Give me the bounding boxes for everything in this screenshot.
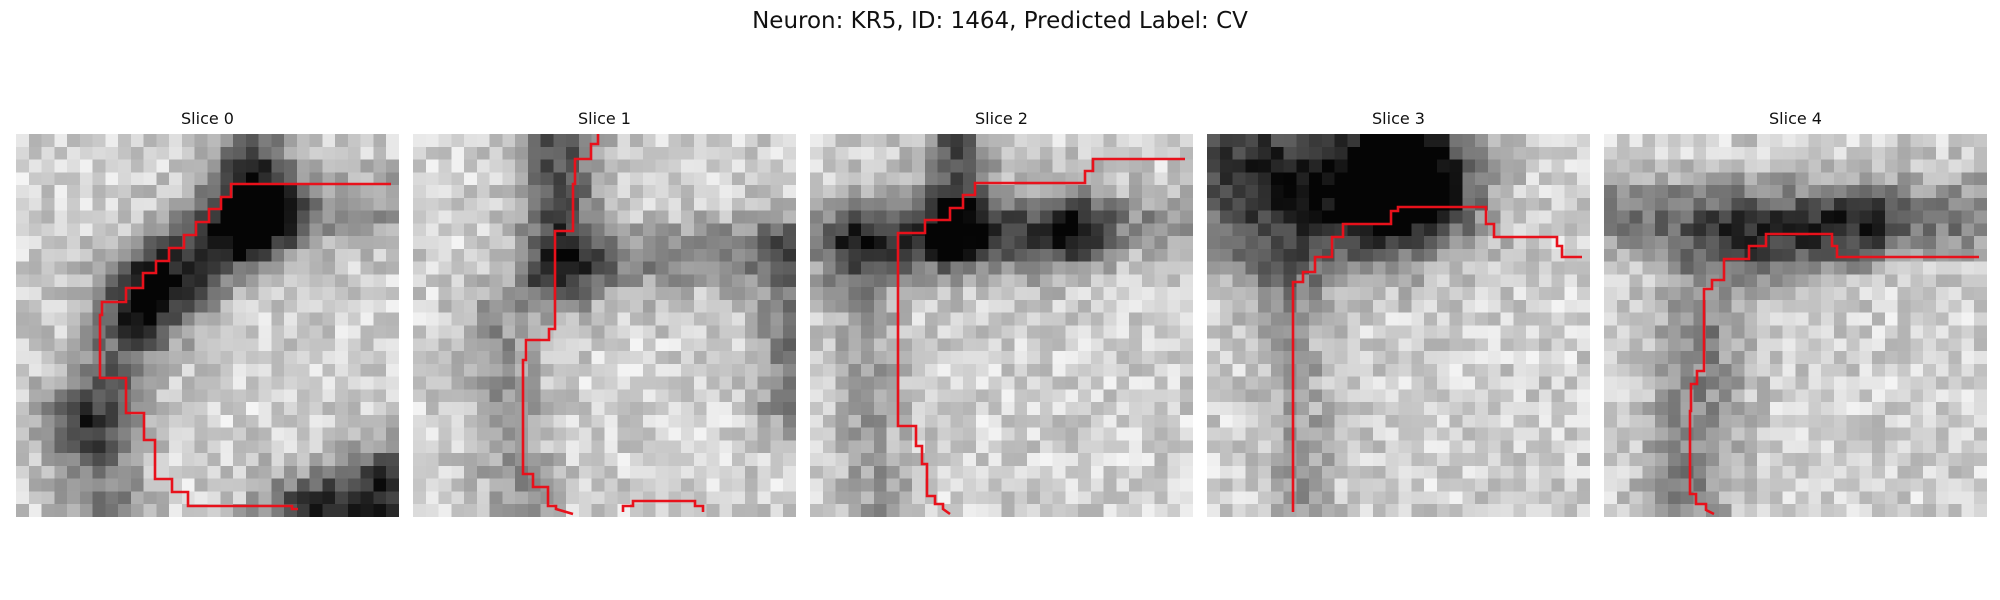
slice-image-3 [1207,134,1590,517]
panel-title-2: Slice 2 [975,109,1028,128]
panel-title-1: Slice 1 [578,109,631,128]
contour-overlay-2 [896,157,1185,516]
figure-title: Neuron: KR5, ID: 1464, Predicted Label: … [752,8,1248,34]
panel-title-4: Slice 4 [1769,109,1822,128]
slice-image-2 [810,134,1193,517]
membrane-contour [521,134,600,516]
slice-image-1 [413,134,796,517]
membrane-contour [1291,205,1582,512]
membrane-contour [1688,232,1979,516]
panel-title-3: Slice 3 [1372,109,1425,128]
slice-image-4 [1604,134,1987,517]
panel-title-0: Slice 0 [181,109,234,128]
contour-overlay-4 [1688,232,1979,516]
contour-overlay-1 [521,134,705,516]
contour-overlay-0 [98,182,391,511]
contour-overlay-3 [1291,205,1582,512]
membrane-contour [896,157,1185,516]
slice-image-0 [16,134,399,517]
membrane-contour [621,499,705,512]
membrane-contour [98,182,391,511]
